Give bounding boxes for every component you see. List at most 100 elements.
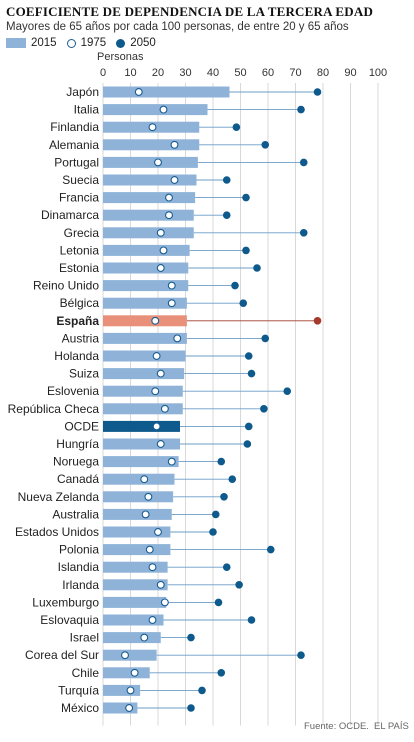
bar-2015: [103, 262, 189, 274]
bar-2015: [103, 596, 167, 608]
bar-2015: [103, 684, 141, 696]
point-1975: [167, 299, 176, 308]
point-1975: [152, 352, 161, 360]
category-label: Italia: [74, 103, 100, 117]
point-1975: [144, 492, 153, 501]
x-tick-label: 0: [100, 67, 106, 79]
bar-2015: [103, 297, 187, 309]
point-1975: [148, 123, 157, 132]
category-label: Turquía: [58, 683, 99, 697]
point-1975: [140, 633, 149, 642]
bar-2015: [103, 632, 161, 644]
category-label: Finlandia: [50, 120, 99, 134]
point-1975: [141, 510, 150, 519]
legend-label-1975: 1975: [80, 37, 107, 49]
x-tick-label: 50: [234, 67, 246, 79]
point-1975: [170, 140, 179, 149]
category-label: Suecia: [62, 173, 99, 187]
point-2050: [211, 510, 220, 519]
point-1975: [156, 228, 165, 237]
category-label: Portugal: [54, 155, 99, 169]
category-label: Hungría: [56, 437, 99, 451]
point-1975: [154, 528, 162, 536]
category-label: Letonia: [60, 243, 100, 257]
source-note: Fuente: OCDE.: [304, 721, 369, 732]
point-2050: [299, 229, 308, 237]
bar-2015: [103, 702, 138, 714]
point-2050: [261, 141, 270, 149]
x-tick-label: 20: [152, 67, 164, 79]
bar-2015: [103, 544, 171, 556]
x-axis-label: Personas: [97, 51, 144, 63]
bar-2015: [103, 508, 172, 520]
bar-2015: [103, 156, 198, 168]
category-label: Luxemburgo: [32, 595, 99, 609]
category-label: Suiza: [69, 367, 99, 381]
legend-item-1975: 1975: [66, 37, 107, 49]
category-label: Noruega: [53, 455, 99, 469]
bar-2015: [103, 174, 197, 186]
point-1975: [160, 404, 169, 413]
point-2050: [247, 369, 256, 378]
point-2050: [244, 422, 253, 431]
point-1975: [154, 158, 162, 167]
point-1975: [130, 668, 139, 677]
bar-2015: [103, 227, 194, 239]
category-label: Irlanda: [62, 578, 99, 592]
point-2050: [217, 457, 226, 466]
point-1975: [121, 651, 129, 660]
category-label: Israel: [70, 631, 99, 645]
point-2050: [232, 123, 241, 131]
bar-2015: [103, 403, 183, 415]
point-2050: [222, 176, 231, 184]
category-label: Eslovaquia: [40, 613, 99, 627]
x-tick-label: 80: [317, 67, 329, 79]
point-2050: [222, 211, 231, 219]
category-label: Reino Unido: [33, 279, 99, 293]
bar-2015: [103, 209, 194, 221]
bar-2015: [103, 104, 208, 116]
point-2050: [243, 440, 252, 448]
x-tick-label: 70: [289, 67, 301, 79]
category-label: Grecia: [64, 226, 100, 240]
point-2050: [313, 88, 322, 96]
brand-credit: EL PAÍS: [374, 721, 409, 732]
legend-label-2050: 2050: [130, 37, 156, 49]
point-1975: [126, 686, 135, 695]
category-label: República Checa: [8, 402, 100, 416]
category-label: Islandia: [58, 560, 100, 574]
point-2050: [297, 651, 305, 659]
category-label: Austria: [62, 331, 100, 345]
point-2050: [209, 528, 217, 536]
point-2050: [242, 193, 250, 202]
point-1975: [173, 334, 182, 343]
point-2050: [253, 264, 261, 272]
x-tick-label: 100: [369, 67, 387, 79]
legend: 2015 1975 2050: [6, 37, 166, 49]
bar-2015: [103, 385, 183, 397]
bar-2015: [103, 420, 180, 432]
bar-2015: [103, 280, 189, 292]
bar-2015: [103, 491, 174, 503]
x-tick-label: 60: [262, 67, 274, 79]
point-1975: [156, 369, 165, 378]
category-label: México: [61, 701, 99, 715]
point-2050: [266, 545, 275, 554]
bar-2015: [103, 649, 157, 661]
legend-item-2050: 2050: [116, 37, 156, 49]
point-2050: [235, 581, 243, 589]
legend-item-2015: 2015: [6, 37, 57, 49]
category-label: Estonia: [59, 261, 99, 275]
category-label: Holanda: [54, 349, 99, 363]
point-2050: [239, 299, 248, 308]
point-2050: [187, 633, 195, 642]
bar-2015: [103, 561, 168, 573]
point-1975: [167, 457, 176, 466]
legend-filled-dot: [116, 38, 126, 48]
point-2050: [247, 616, 256, 624]
point-2050: [244, 352, 253, 360]
chart-subtitle: Mayores de 65 años por cada 100 personas…: [6, 21, 349, 33]
point-1975: [145, 545, 154, 554]
bar-2015: [103, 315, 187, 327]
